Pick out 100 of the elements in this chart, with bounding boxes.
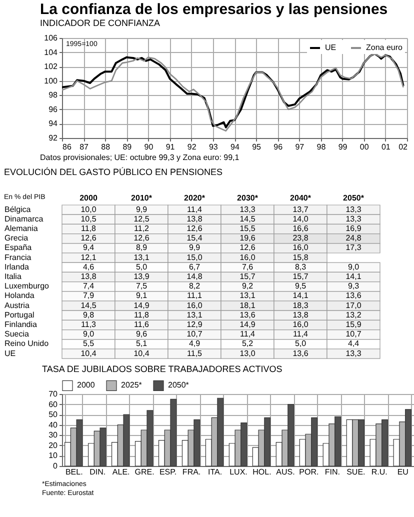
data-label: 13,9 — [134, 272, 150, 281]
legend-label: 2000 — [77, 380, 96, 390]
x-tick-label: 2050* — [343, 194, 365, 202]
data-label: 10,7 — [346, 330, 362, 339]
data-label: 24,8 — [346, 234, 362, 243]
data-label: 8,3 — [294, 262, 307, 272]
data-label: 13,3 — [240, 204, 256, 214]
data-label: 10,7 — [186, 330, 203, 339]
x-tick-label: 94 — [230, 142, 240, 152]
data-label: 7,6 — [242, 262, 254, 272]
y-tick-label: 60 — [48, 400, 58, 409]
legend-label: UE — [325, 43, 336, 52]
data-label: 23,8 — [292, 234, 309, 243]
y-tick-label: 94 — [48, 119, 58, 128]
chart-subtitle: INDICADOR DE CONFIANZA — [40, 18, 160, 28]
data-label: 13,1 — [240, 291, 256, 300]
chart-title: La confianza de los empresarios y las pensiones — [40, 1, 388, 18]
x-tick-label: 96 — [274, 142, 284, 152]
data-label: 6,7 — [188, 262, 201, 272]
x-tick-label: 2020* — [184, 194, 206, 202]
x-tick-label: 98 — [316, 142, 326, 152]
data-label: 12,6 — [80, 234, 97, 243]
y-tick-label: Finlandia — [4, 320, 38, 329]
data-label: 9,0 — [348, 262, 360, 272]
data-label: 5,2 — [242, 339, 254, 348]
data-label: 11,4 — [240, 330, 256, 339]
data-label: 5,0 — [136, 262, 148, 272]
x-tick-label: 92 — [187, 142, 197, 152]
legend-label: 2050* — [168, 380, 189, 390]
x-tick-label: 2030* — [237, 194, 259, 202]
data-label: 14,0 — [292, 214, 309, 224]
data-label: 10,4 — [134, 348, 150, 358]
x-tick-label: ALE. — [112, 468, 130, 476]
data-label: 12,1 — [80, 252, 97, 262]
legend-label: Zona euro — [366, 43, 404, 52]
data-label: 8,9 — [136, 243, 148, 252]
data-label: 5,1 — [136, 339, 148, 348]
chart-title: EVOLUCIÓN DEL GASTO PÚBLICO EN PENSIONES — [4, 167, 223, 177]
y-tick-label: 96 — [48, 104, 58, 114]
data-label: 15,4 — [186, 234, 203, 243]
data-label: 15,9 — [346, 320, 362, 329]
data-label: 13,0 — [240, 348, 256, 358]
data-label: 13,6 — [292, 348, 309, 358]
y-tick-label: 102 — [44, 62, 58, 72]
x-tick-label: LUX. — [230, 468, 248, 476]
data-label: 10,4 — [80, 348, 97, 358]
y-tick-label: Francia — [4, 252, 32, 262]
data-label: 11,6 — [134, 320, 150, 329]
data-label: 8,2 — [188, 282, 201, 291]
legend-label: 2025* — [121, 380, 142, 390]
y-tick-label: Austria — [4, 300, 30, 310]
data-label: 12,9 — [186, 320, 203, 329]
data-label: 12,6 — [186, 224, 203, 233]
y-tick-label: 100 — [44, 76, 58, 86]
x-tick-label: ITA. — [208, 468, 222, 476]
y-tick-label: España — [4, 243, 32, 252]
data-label: 13,8 — [186, 214, 203, 224]
data-label: 16,0 — [292, 320, 309, 329]
text: Datos provisionales; UE: octubre 99,3 y Zona euro: 99,1 — [40, 153, 240, 162]
y-tick-label: Holanda — [4, 291, 35, 300]
data-label: 17,0 — [346, 300, 362, 310]
y-tick-label: UE — [4, 348, 16, 358]
data-label: 9,1 — [136, 291, 148, 300]
data-label: 5,5 — [82, 339, 95, 348]
x-tick-label: SUE. — [346, 468, 366, 476]
data-label: 12,6 — [134, 234, 150, 243]
y-tick-label: 30 — [48, 430, 58, 440]
data-label: 13,7 — [292, 204, 309, 214]
data-label: 13,3 — [346, 348, 362, 358]
data-label: 7,5 — [136, 282, 148, 291]
y-tick-label: Reino Unido — [4, 339, 50, 348]
data-label: 11,8 — [134, 310, 150, 320]
data-label: 9,2 — [242, 282, 254, 291]
data-label: 13,8 — [292, 310, 309, 320]
data-label: 9,9 — [136, 204, 148, 214]
data-label: 15,0 — [186, 252, 203, 262]
data-label: 16,6 — [292, 224, 309, 233]
data-label: 7,9 — [82, 291, 95, 300]
x-tick-label: 02 — [398, 142, 408, 152]
data-label: 13,8 — [80, 272, 97, 281]
data-label: 10,0 — [80, 204, 97, 214]
data-label: 15,8 — [292, 252, 309, 262]
data-label: 13,3 — [346, 214, 362, 224]
data-label: 16,0 — [240, 252, 256, 262]
data-label: 9,6 — [136, 330, 148, 339]
data-label: 13,1 — [134, 252, 150, 262]
x-tick-label: 90 — [144, 142, 154, 152]
data-label: 9,4 — [82, 243, 95, 252]
data-label: 12,5 — [134, 214, 150, 224]
x-tick-label: 93 — [208, 142, 218, 152]
y-tick-label: Italia — [4, 272, 22, 281]
data-label: 14,1 — [292, 291, 309, 300]
data-label: 7,4 — [82, 282, 95, 291]
data-label: 13,1 — [186, 310, 203, 320]
x-tick-label: HOL. — [252, 468, 272, 476]
x-tick-label: POR. — [299, 468, 319, 476]
x-tick-label: DIN. — [90, 468, 106, 476]
x-tick-label: 88 — [101, 142, 111, 152]
y-tick-label: Dinamarca — [4, 214, 44, 224]
y-tick-label: 20 — [48, 440, 58, 450]
